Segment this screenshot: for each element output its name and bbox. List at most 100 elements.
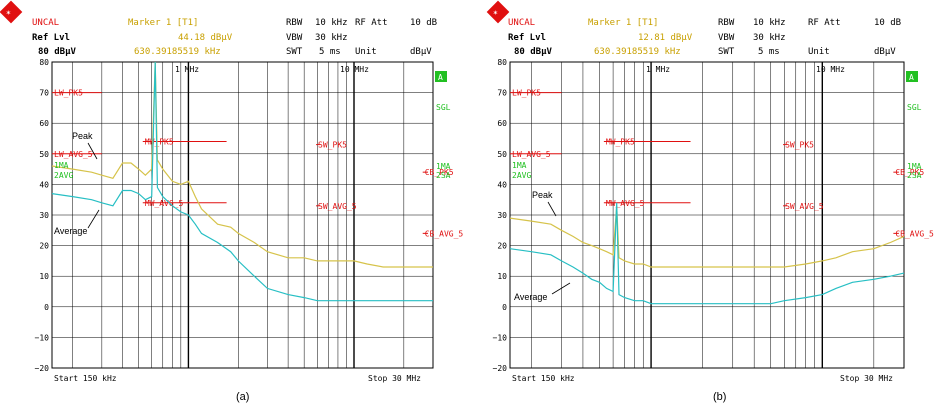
limit-label: MW_AVG_5: [145, 199, 184, 208]
limit-label: LW_AVG_5: [512, 150, 551, 159]
marker-frequency: 630.39185519 kHz: [594, 47, 681, 57]
spectrum-chart-b: ✶ UNCAL Ref Lvl 80 dBµV Marker 1 [T1] 12…: [486, 0, 934, 403]
panel-b: ✶ UNCAL Ref Lvl 80 dBµV Marker 1 [T1] 12…: [470, 0, 940, 412]
uncal-label: UNCAL: [32, 18, 59, 28]
y-tick-label: 30: [497, 211, 507, 220]
grid-lines: [52, 61, 434, 369]
marker-frequency: 630.39185519 kHz: [134, 47, 221, 57]
limit-lines: LW_PK5 LW_AVG_5 MW_PK5 MW_AVG_5 SW_PK5 SW_AVG…: [52, 89, 464, 238]
svg-text:✶: ✶: [6, 8, 11, 17]
status-2sa: 2SA: [436, 171, 451, 180]
y-tick-label: 20: [39, 242, 49, 251]
rohde-schwarz-logo: ✶: [486, 0, 510, 24]
axis-marker-10mhz: 10 MHz: [816, 65, 845, 74]
trace-label-1ma: 1MA: [512, 161, 527, 170]
y-tick-label: 60: [497, 119, 507, 128]
svg-text:✶: ✶: [493, 8, 498, 17]
y-tick-label: 50: [497, 150, 507, 159]
y-tick-label: 0: [44, 303, 49, 312]
y-tick-label: 70: [39, 89, 49, 98]
series-traces: [51, 61, 433, 302]
y-tick-label: −10: [35, 333, 50, 342]
uncal-label: UNCAL: [508, 18, 535, 28]
rohde-schwarz-logo: ✶: [0, 0, 23, 24]
y-tick-label: −10: [493, 333, 508, 342]
limit-label: LW_PK5: [512, 89, 541, 98]
unit-label: Unit: [808, 47, 830, 57]
limit-label: SW_PK5: [318, 141, 347, 150]
start-frequency: Start 150 kHz: [512, 374, 575, 383]
swt-value: 5 ms: [758, 47, 780, 57]
status-a: A: [438, 73, 443, 82]
average-trace: [51, 61, 433, 302]
status-1ma: 1MA: [907, 162, 922, 171]
panel-caption-b: (b): [713, 391, 726, 403]
limit-lines: LW_PK5 LW_AVG_5 MW_PK5 MW_AVG_5 SW_PK5 SW_AVG…: [510, 89, 934, 238]
peak-annotation: Peak: [72, 131, 93, 141]
average-trace: [509, 202, 905, 305]
status-sgl: SGL: [436, 103, 451, 112]
y-tick-label: 50: [39, 150, 49, 159]
y-tick-label: 40: [497, 180, 507, 189]
y-tick-label: 80: [39, 58, 49, 67]
average-annotation: Average: [54, 226, 87, 236]
stop-frequency: Stop 30 MHz: [368, 374, 421, 383]
limit-label: LW_AVG_5: [54, 150, 93, 159]
unit-label: Unit: [355, 47, 377, 57]
average-arrow: [87, 209, 100, 229]
trace-label-2avg: 2AVG: [54, 171, 73, 180]
marker-label: Marker 1 [T1]: [588, 18, 658, 28]
average-annotation: Average: [514, 292, 547, 302]
ref-lvl-value: 80 dBµV: [514, 47, 553, 57]
unit-value: dBµV: [874, 47, 896, 57]
rbw-label: RBW: [718, 18, 735, 28]
swt-label: SWT: [286, 47, 303, 57]
limit-label: LW_PK5: [54, 89, 83, 98]
trace-label-2avg: 2AVG: [512, 171, 531, 180]
rbw-value: 10 kHz: [753, 18, 786, 28]
peak-annotation: Peak: [532, 190, 553, 200]
y-tick-label: −20: [493, 364, 508, 373]
peak-arrow: [547, 201, 557, 217]
status-1ma: 1MA: [436, 162, 451, 171]
unit-value: dBµV: [410, 47, 432, 57]
status-a-box: [906, 71, 918, 82]
y-tick-label: 20: [497, 242, 507, 251]
marker-level: 44.18 dBµV: [178, 33, 233, 43]
start-frequency: Start 150 kHz: [54, 374, 117, 383]
swt-value: 5 ms: [319, 47, 341, 57]
swt-label: SWT: [718, 47, 735, 57]
limit-label: CB_AVG_5: [425, 229, 464, 238]
y-tick-label: 10: [497, 272, 507, 281]
y-tick-label: 40: [39, 180, 49, 189]
limit-label: CB_PK5: [425, 168, 454, 177]
ref-lvl-label: Ref Lvl: [32, 33, 70, 43]
vbw-label: VBW: [718, 33, 735, 43]
peak-trace: [509, 205, 905, 268]
axis-marker-1mhz: 1 MHz: [175, 65, 199, 74]
rf-att-label: RF Att: [808, 18, 841, 28]
y-tick-labels: 80 70 60 50 40 30 20 10 0 −10 −20: [493, 58, 508, 373]
stop-frequency: Stop 30 MHz: [840, 374, 893, 383]
y-tick-label: 60: [39, 119, 49, 128]
spectrum-chart-a: ✶ UNCAL Ref Lvl 80 dBµV Marker 1 [T1] 44…: [0, 0, 464, 403]
rf-att-value: 10 dB: [410, 18, 437, 28]
y-tick-label: 80: [497, 58, 507, 67]
axis-marker-10mhz: 10 MHz: [340, 65, 369, 74]
rbw-value: 10 kHz: [315, 18, 348, 28]
ref-lvl-value: 80 dBµV: [38, 47, 77, 57]
vbw-value: 30 kHz: [753, 33, 786, 43]
panel-a: ✶ UNCAL Ref Lvl 80 dBµV Marker 1 [T1] 44…: [0, 0, 470, 412]
rf-att-value: 10 dB: [874, 18, 901, 28]
y-tick-label: 0: [502, 303, 507, 312]
limit-label: SW_PK5: [785, 141, 814, 150]
marker-level: 12.81 dBµV: [638, 33, 693, 43]
rf-att-label: RF Att: [355, 18, 388, 28]
axis-marker-1mhz: 1 MHz: [646, 65, 670, 74]
limit-label: CB_PK5: [895, 168, 924, 177]
rbw-label: RBW: [286, 18, 303, 28]
peak-trace: [51, 61, 433, 268]
panel-caption-a: (a): [236, 391, 249, 403]
limit-label: SW_AVG_5: [785, 202, 824, 211]
y-tick-labels: 80 70 60 50 40 30 20 10 0 −10 −20: [35, 58, 50, 373]
